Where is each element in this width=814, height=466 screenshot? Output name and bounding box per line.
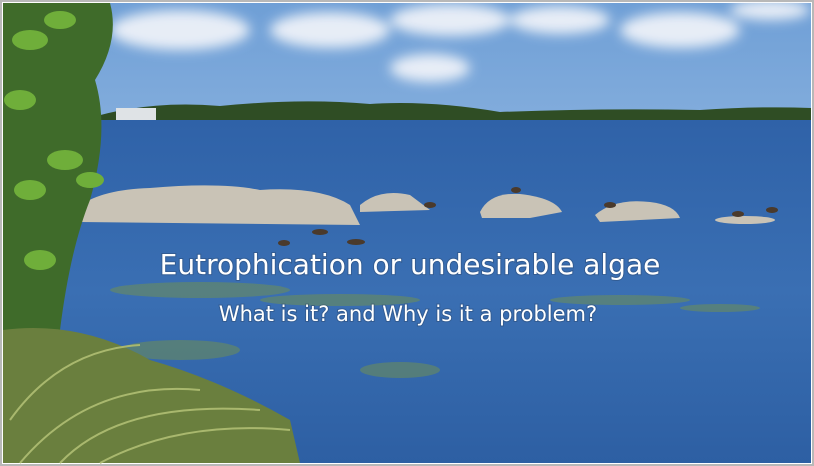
scene: Eutrophication or undesirable algae What… [0, 0, 814, 466]
title: Eutrophication or undesirable algae [160, 248, 661, 281]
photo [3, 0, 811, 463]
house [116, 108, 156, 120]
subtitle: What is it? and Why is it a problem? [219, 302, 597, 326]
